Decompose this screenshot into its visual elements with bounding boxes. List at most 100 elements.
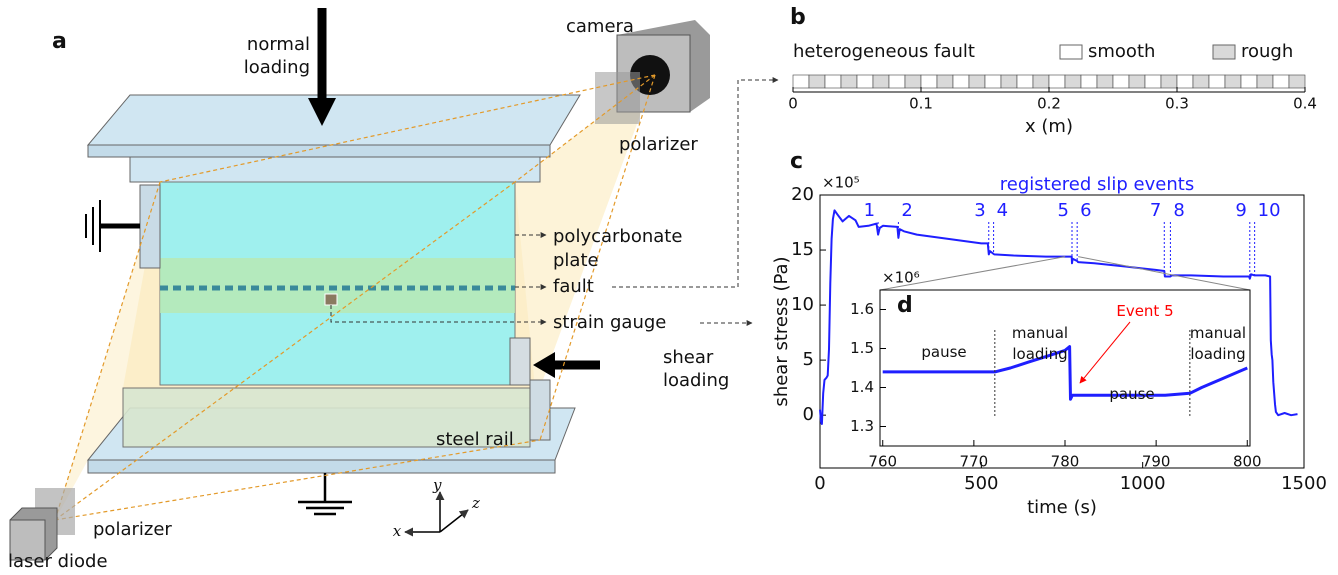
event-label: 6 [1080,200,1091,221]
base-plate-front [87,459,556,474]
plot: d ×10⁶ 760 770 780 790 800 1.3 1.4 1.5 1.6 pause man… [850,256,1262,471]
legend-swatch [1212,44,1236,60]
inset-frame [879,289,1251,447]
x-tick-label: 0.1 [909,95,933,113]
axis-letter: x [393,522,402,540]
setup-diagram: a normal loading camera polarizer polycar… [8,8,779,572]
x-tick-label: 760 [868,453,897,471]
y-tick-label: 20 [791,184,814,205]
fault-segment [824,74,842,89]
fault-segment [856,74,874,89]
event-label: 4 [997,200,1008,221]
annotation: manual loading [1012,324,1068,363]
fault-segment [1032,74,1050,89]
fault-segment [1080,74,1098,89]
annotation: registered slip events [1000,174,1194,195]
y-tick-label: 10 [791,294,814,315]
label: fault [553,276,594,297]
label: polarizer [619,134,698,155]
fault-segment [1096,74,1114,89]
x-tick-label: 0.4 [1293,95,1317,113]
fault-segment [968,74,986,89]
y-tick-label: 15 [791,239,814,260]
fault-segment [1144,74,1162,89]
x-tick-label: 780 [1051,453,1080,471]
fault-segment [1208,74,1226,89]
fault-segment [936,74,954,89]
y-tick-label: 1.4 [850,378,874,396]
annotation-line: pause [1109,385,1154,403]
event-label: 1 [864,200,875,221]
fault-segment [920,74,938,89]
panel-label: a [52,29,67,54]
strain-gauge-icon [324,293,338,306]
x-tick-label: 0 [788,95,798,113]
fault-segment [1192,74,1210,89]
label: polarizer [93,519,172,540]
label: shear loading [663,347,729,391]
legend-label: rough [1241,41,1293,62]
label: polycarbonate plate [553,226,682,271]
zoom-line [879,256,1066,291]
fault-segment [1176,74,1194,89]
x-tick-label: 0.2 [1037,95,1061,113]
y-tick-label: 5 [803,349,814,370]
panel-label: b [790,5,806,30]
label: strain gauge [553,312,666,333]
event-label: 5 [1058,200,1069,221]
x-tick-label: 790 [1142,453,1171,471]
label: steel rail [436,429,514,450]
legend-label: smooth [1088,41,1155,62]
laser-front [9,519,46,561]
shear-pusher [509,337,531,386]
fault-segment [1048,74,1066,89]
y-tick-label: 1.5 [850,339,874,357]
label: normal loading [244,34,310,78]
event-label: 8 [1173,200,1184,221]
y-axis-label: shear stress (Pa) [771,256,792,406]
y-tick-label: 1.3 [850,417,874,435]
annotation: pause [1109,385,1154,403]
x-axis-label: x (m) [1025,116,1073,137]
fault-segment [1272,74,1290,89]
left-grip [139,184,161,269]
fault-segment [1240,74,1258,89]
axis-letter: z [471,494,480,512]
fault-segment [872,74,890,89]
rail-side [529,379,551,441]
panel-label: d [897,293,913,318]
top-plate [86,94,581,146]
fault-segment [840,74,858,89]
data-line [819,209,1298,425]
event-label: 3 [974,200,985,221]
label: laser diode [8,551,108,572]
legend-swatch [1059,44,1083,60]
annotation: pause [921,343,966,361]
annotation-line: manual [1012,324,1068,342]
zoom-line [1078,256,1251,291]
shear-arrow-head [533,352,555,378]
light-rays [54,74,656,521]
annotation: manual loading [1190,324,1246,363]
event-label: 7 [1150,200,1161,221]
top-plate-front [87,144,551,158]
annotation-arrow [1079,321,1131,384]
annotation-line: pause [921,343,966,361]
fault-segment [1160,74,1178,89]
fault-segment [1016,74,1034,89]
data-line [882,345,1248,401]
event-label: 9 [1235,200,1246,221]
y-multiplier: ×10⁶ [882,269,920,287]
fault-segment [1112,74,1130,89]
annotation-line: manual [1190,324,1246,342]
ground-symbol [85,200,101,252]
event-label: 2 [901,200,912,221]
x-tick-label: 1000 [1120,473,1166,494]
fault-segment [1064,74,1082,89]
fault-segment [1256,74,1274,89]
plot-frame [819,194,1305,469]
y-tick-label: 0 [803,404,814,425]
fault-segment [1288,74,1306,89]
axis-letter: y [432,476,442,494]
